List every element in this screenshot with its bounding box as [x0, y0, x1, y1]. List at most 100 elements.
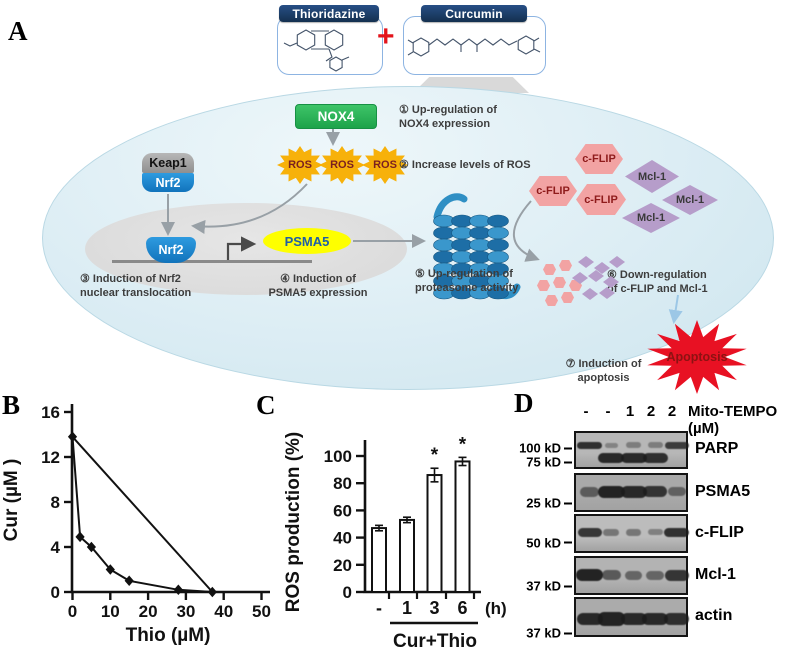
- marker-dash: [564, 632, 572, 634]
- marker-dash: [564, 585, 572, 587]
- bar-3: [426, 474, 443, 593]
- blot-band: [577, 441, 603, 449]
- data-point: [105, 564, 115, 575]
- blot-band: [664, 528, 690, 537]
- thioridazine-title: Thioridazine: [279, 5, 379, 22]
- molecular-weight-marker: 50 kD: [512, 535, 572, 550]
- y-tick-label: 60: [333, 501, 352, 520]
- keap1-nrf2-complex: Keap1 Nrf2: [142, 153, 194, 192]
- fragment-cflip: [537, 280, 550, 291]
- blot-band: [647, 529, 663, 536]
- significance-star: *: [431, 445, 439, 466]
- blot-band: [664, 569, 690, 581]
- fragment-cflip: [543, 264, 556, 275]
- blot-band: [577, 528, 602, 537]
- step-6-label: ⑥ Down-regulation of c-FLIP and Mcl-1: [607, 269, 708, 296]
- data-point: [67, 431, 78, 442]
- ros-production-chart: 0 20 40 60 80 100 - 1 3 * 6 * (h) Cur+Thio ROS product…: [285, 432, 507, 652]
- plus-sign: +: [377, 20, 395, 53]
- y-axis-label: Cur (µM ): [1, 459, 22, 542]
- cflip-node: c-FLIP: [575, 144, 623, 174]
- x-tick-label: 20: [139, 602, 158, 621]
- dose-lane-label: 1: [625, 403, 635, 420]
- fragment-mcl1: [578, 256, 594, 268]
- blot-band: [598, 452, 625, 464]
- bar-1: [399, 518, 415, 593]
- step-7-label: ⑦ Induction of apoptosis: [565, 358, 642, 385]
- fragment-mcl1: [588, 270, 604, 282]
- isobologram-chart: 0 4 8 12 16 0 10 20 30 40 50 Thio (µM) Cur (µM ): [1, 403, 271, 646]
- panel-a-letter: A: [8, 16, 28, 46]
- category-label: 1: [402, 598, 412, 618]
- step-1-label: ① Up-regulation of NOX4 expression: [399, 104, 497, 131]
- dose-lane-label: 2: [667, 403, 677, 420]
- curcumin-structure: [407, 35, 541, 57]
- protein-label: actin: [695, 607, 733, 624]
- dose-lane-label: -: [605, 403, 611, 420]
- category-label: 6: [457, 598, 467, 618]
- x-axis-label: Thio (µM): [126, 625, 211, 646]
- additivity-line: [71, 436, 214, 593]
- x-tick-label: 30: [176, 602, 195, 621]
- blot-band: [643, 486, 668, 498]
- y-tick-label: 40: [333, 529, 352, 548]
- dose-axis-label: Mito-TEMPO (µM): [688, 403, 778, 437]
- nrf2-nucleus-node: Nrf2: [146, 237, 196, 263]
- category-label: -: [376, 598, 382, 618]
- fragment-cflip: [545, 295, 558, 306]
- curcumin-title: Curcumin: [421, 5, 527, 22]
- marker-text: 100 kD: [519, 440, 561, 456]
- blot-band: [620, 612, 647, 626]
- fragment-cflip: [553, 277, 566, 288]
- molecular-weight-marker: 25 kD: [512, 496, 572, 511]
- fragment-cflip: [561, 292, 574, 303]
- panel-d-letter: D: [514, 388, 534, 418]
- significance-star: *: [459, 434, 467, 455]
- fragment-mcl1: [603, 276, 619, 288]
- cflip-node: c-FLIP: [529, 176, 577, 206]
- molecular-weight-marker: 37 kD: [512, 579, 572, 594]
- blot-band: [626, 442, 641, 448]
- molecular-weight-marker: 100 kD: [512, 441, 572, 456]
- unit-label: (h): [485, 599, 507, 618]
- bar--: [371, 527, 387, 593]
- cflip-node: c-FLIP: [576, 184, 626, 215]
- dose-lane-label: -: [583, 403, 589, 420]
- marker-dash: [564, 461, 572, 464]
- marker-text: 25 kD: [526, 495, 561, 511]
- nox4-node: NOX4: [295, 104, 377, 129]
- y-axis-label: ROS production (%): [285, 432, 304, 612]
- step-5-label: ⑤ Up-regulation of proteasome activity: [415, 268, 519, 295]
- blot-band: [620, 485, 647, 498]
- blot-band: [642, 452, 668, 464]
- fragment-mcl1: [572, 272, 588, 284]
- blot-PARP: [574, 431, 689, 469]
- blot-band: [642, 612, 669, 626]
- y-tick-label: 8: [51, 493, 60, 512]
- marker-dash: [564, 502, 572, 504]
- thioridazine-structure: [283, 29, 350, 72]
- blot-band: [601, 570, 622, 581]
- fragment-cflip: [559, 260, 572, 271]
- fragment-mcl1: [599, 287, 615, 299]
- y-tick-label: 20: [333, 556, 352, 575]
- blot-band: [597, 612, 625, 626]
- protein-label: c-FLIP: [695, 523, 744, 541]
- y-tick-label: 0: [343, 583, 352, 602]
- psma5-node: PSMA5: [263, 228, 351, 254]
- data-point: [173, 584, 183, 595]
- dna-line: [112, 260, 312, 263]
- panel-b-letter: B: [2, 390, 21, 420]
- blot-band: [647, 442, 663, 448]
- marker-text: 75 kD: [526, 454, 561, 470]
- blot-band: [665, 441, 689, 449]
- blot-band: [668, 487, 686, 497]
- y-tick-label: 100: [324, 447, 352, 466]
- marker-dash: [564, 447, 572, 450]
- blot-band: [625, 529, 642, 536]
- nrf2-cytoplasm-node: Nrf2: [142, 173, 194, 192]
- y-tick-label: 0: [51, 583, 60, 602]
- fragment-mcl1: [594, 262, 610, 274]
- marker-text: 37 kD: [526, 578, 561, 594]
